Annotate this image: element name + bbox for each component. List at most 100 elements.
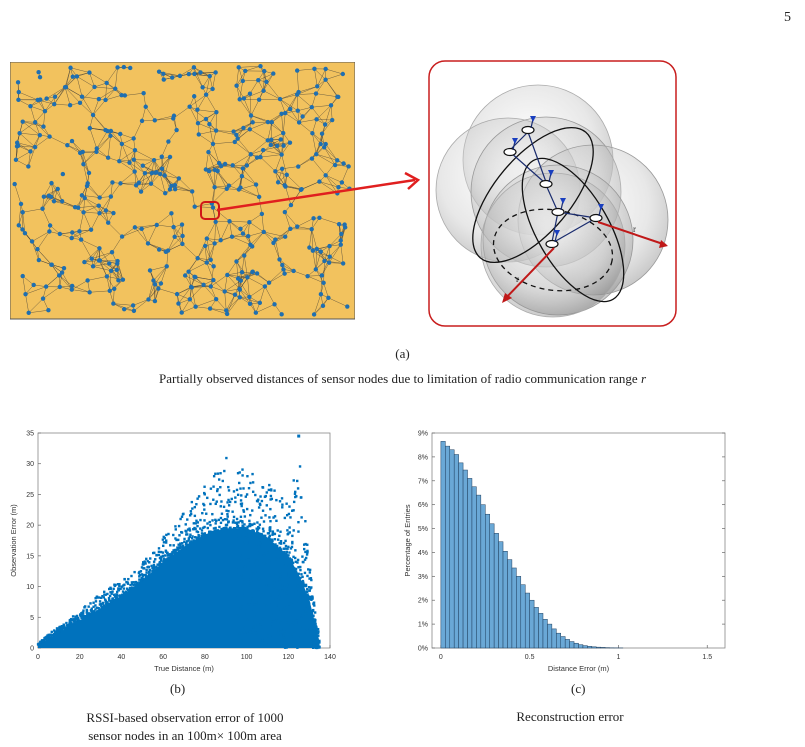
network-edge [275, 228, 291, 240]
scatter-point [203, 493, 206, 496]
sensor-node [206, 149, 211, 155]
scatter-point [164, 541, 168, 544]
network-edge [141, 106, 146, 121]
network-edge [241, 271, 258, 274]
sensor-node [336, 185, 341, 190]
scatter-point [267, 642, 271, 646]
network-edge [315, 93, 338, 98]
scatter-point [145, 571, 148, 574]
network-edge [266, 81, 281, 100]
sensor-node [26, 310, 31, 316]
network-edge [176, 287, 192, 295]
network-edge [328, 297, 348, 307]
scatter-point [252, 625, 256, 628]
sensor-node [294, 92, 300, 97]
scatter-point [291, 561, 295, 564]
scatter-point [123, 577, 126, 581]
network-edge [175, 188, 193, 192]
scatter-point [265, 583, 268, 586]
network-edge [279, 99, 286, 114]
sensor-node [284, 172, 289, 178]
scatter-point [262, 603, 266, 607]
scatter-point [227, 504, 231, 507]
sensor-node [339, 180, 345, 185]
sensor-node [213, 297, 219, 302]
sensor-node [319, 131, 325, 136]
sensor-node [47, 223, 53, 228]
scatter-point [245, 493, 249, 496]
network-edge [54, 103, 71, 106]
scatter-point [314, 618, 317, 622]
sensor-node [257, 300, 263, 306]
scatter-point [285, 550, 289, 554]
scatter-point [274, 543, 277, 546]
network-edge [42, 195, 50, 209]
network-edge [202, 75, 210, 88]
scatter-point [247, 601, 250, 604]
scatter-point [265, 563, 268, 567]
scatter-point [277, 556, 280, 559]
scatter-point [87, 614, 90, 617]
network-edge [18, 99, 31, 107]
sensor-node [272, 302, 277, 307]
scatter-point [102, 604, 106, 607]
sensor-node [203, 116, 209, 122]
scatter-point [194, 527, 197, 531]
sensor-node [169, 211, 174, 216]
scatter-point [195, 536, 198, 539]
sensor-node [37, 74, 43, 80]
scatter-point [202, 502, 205, 506]
sensor-node [171, 113, 177, 118]
scatter-point [261, 617, 265, 621]
scatter-point [118, 594, 121, 598]
network-edge [264, 286, 275, 305]
sensor-node [38, 97, 43, 102]
scatter-point [177, 524, 181, 528]
scatter-point [282, 634, 285, 637]
scatter-point [180, 515, 184, 518]
scatter-point [196, 524, 199, 528]
scatter-point [218, 493, 221, 497]
scatter-point [82, 616, 85, 620]
sensor-node [282, 271, 287, 276]
histogram-bar [560, 636, 566, 649]
sensor-node [213, 128, 219, 133]
network-edge [314, 68, 318, 87]
network-edge [28, 147, 36, 167]
sensor-node [207, 122, 212, 127]
scatter-point [286, 529, 289, 532]
sensor-node [28, 103, 33, 109]
sensor-node [20, 119, 25, 124]
node-links [509, 131, 597, 243]
network-edge [209, 112, 217, 125]
scatter-point [257, 556, 261, 559]
sensor-node [119, 93, 124, 98]
y-tick-label: 0% [418, 646, 428, 653]
scatter-point [223, 518, 227, 521]
scatter-point [242, 557, 246, 560]
x-tick-label: 60 [159, 654, 167, 661]
scatter-point [219, 485, 222, 489]
scatter-point [310, 586, 313, 589]
scatter-point [299, 614, 302, 617]
scatter-point [211, 512, 214, 516]
network-edge [205, 152, 209, 170]
scatter-point [315, 637, 318, 640]
scatter-point [203, 519, 206, 522]
scatter-point [118, 584, 121, 588]
scatter-point [195, 530, 198, 533]
scatter-point [259, 543, 263, 546]
network-edge [134, 227, 149, 244]
sensor-node [37, 132, 43, 138]
sensor-node [166, 139, 171, 144]
scatter-point [152, 560, 156, 563]
sensor-node [132, 169, 137, 174]
scatter-point [141, 561, 145, 564]
scatter-point [310, 610, 314, 613]
scatter-point [174, 548, 178, 552]
scatter-point [177, 538, 180, 542]
scatter-point [242, 594, 246, 597]
network-edge [43, 188, 58, 197]
scatter-point [296, 584, 300, 588]
histogram-bar [485, 513, 490, 649]
